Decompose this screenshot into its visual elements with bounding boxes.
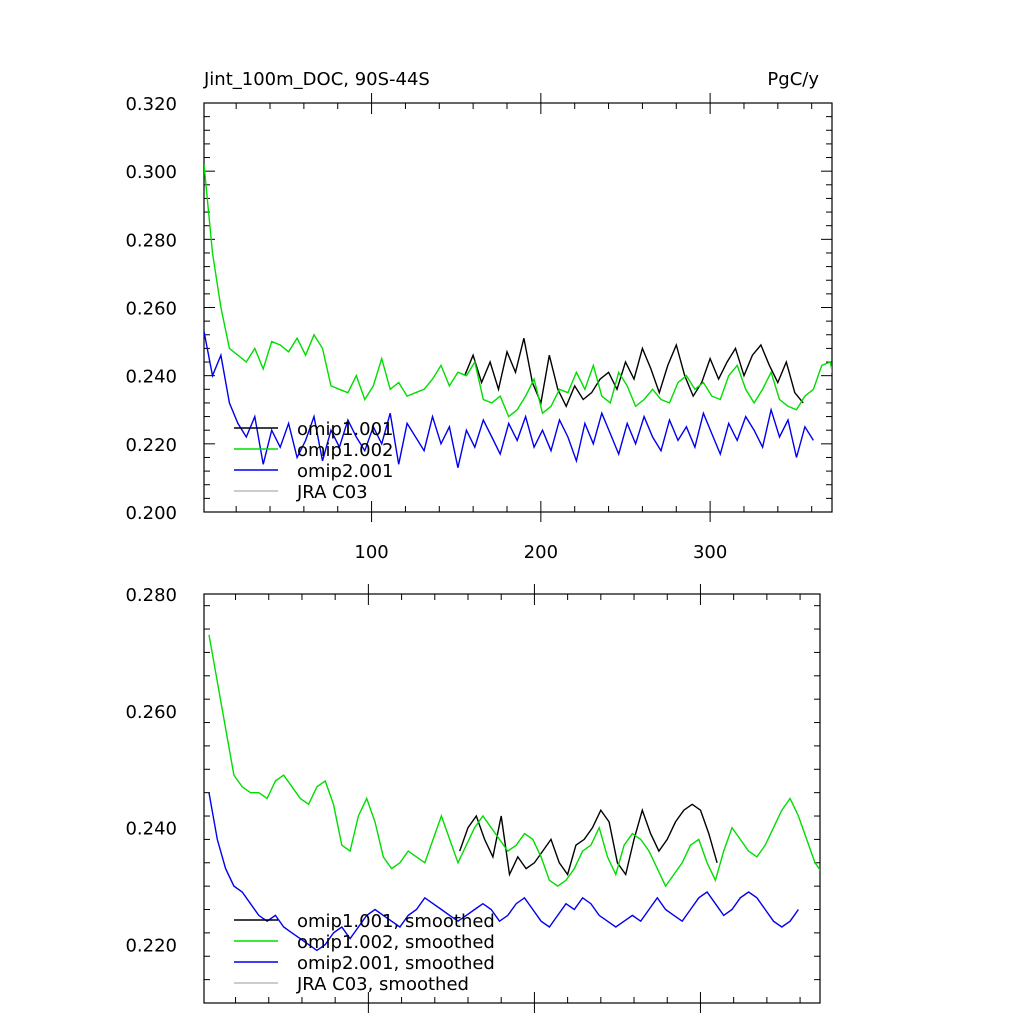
legend-label: omip1.001, smoothed [297, 911, 495, 932]
legend-label: omip1.001 [297, 419, 394, 440]
series-line-omip1-001 [464, 338, 804, 408]
chart-panel-1: 0.200 0.220 0.240 0.260 0.280 0.300 0.320 100 20… [125, 93, 833, 563]
x-tick-label: 100 [354, 542, 388, 563]
series-line-omip1-002 [204, 164, 832, 418]
x-tick-label: 300 [693, 542, 727, 563]
legend-label: JRA C03, smoothed [296, 974, 469, 995]
legend-label: JRA C03 [296, 482, 368, 503]
y-tick-label: 0.240 [125, 367, 177, 388]
legend-label: omip1.002 [297, 440, 394, 461]
y-tick-label: 0.260 [125, 299, 177, 320]
y-tick-label: 0.260 [125, 702, 177, 723]
plot-frame [203, 593, 821, 1004]
y-tick-label: 0.220 [125, 435, 177, 456]
series-line-omip2-001-smoothed [208, 792, 799, 952]
legend-label: omip1.002, smoothed [297, 932, 495, 953]
legend-label: omip2.001, smoothed [297, 953, 495, 974]
series-line-omip1-001-smoothed [459, 803, 718, 877]
y-tick-label: 0.220 [125, 936, 177, 957]
series-line-omip1-002-smoothed [208, 634, 820, 888]
y-tick-label: 0.200 [125, 503, 177, 524]
y-tick-label: 0.320 [125, 94, 177, 115]
chart-title: Jint_100m_DOC, 90S-44S [203, 69, 430, 90]
legend-label: omip2.001 [297, 461, 394, 482]
series-line-omip2-001 [204, 331, 814, 468]
x-tick-label: 200 [524, 542, 558, 563]
y-tick-label: 0.240 [125, 819, 177, 840]
y-tick-label: 0.280 [125, 230, 177, 251]
y-tick-label: 0.280 [125, 585, 177, 606]
units-label: PgC/y [767, 69, 819, 90]
y-tick-label: 0.300 [125, 162, 177, 183]
